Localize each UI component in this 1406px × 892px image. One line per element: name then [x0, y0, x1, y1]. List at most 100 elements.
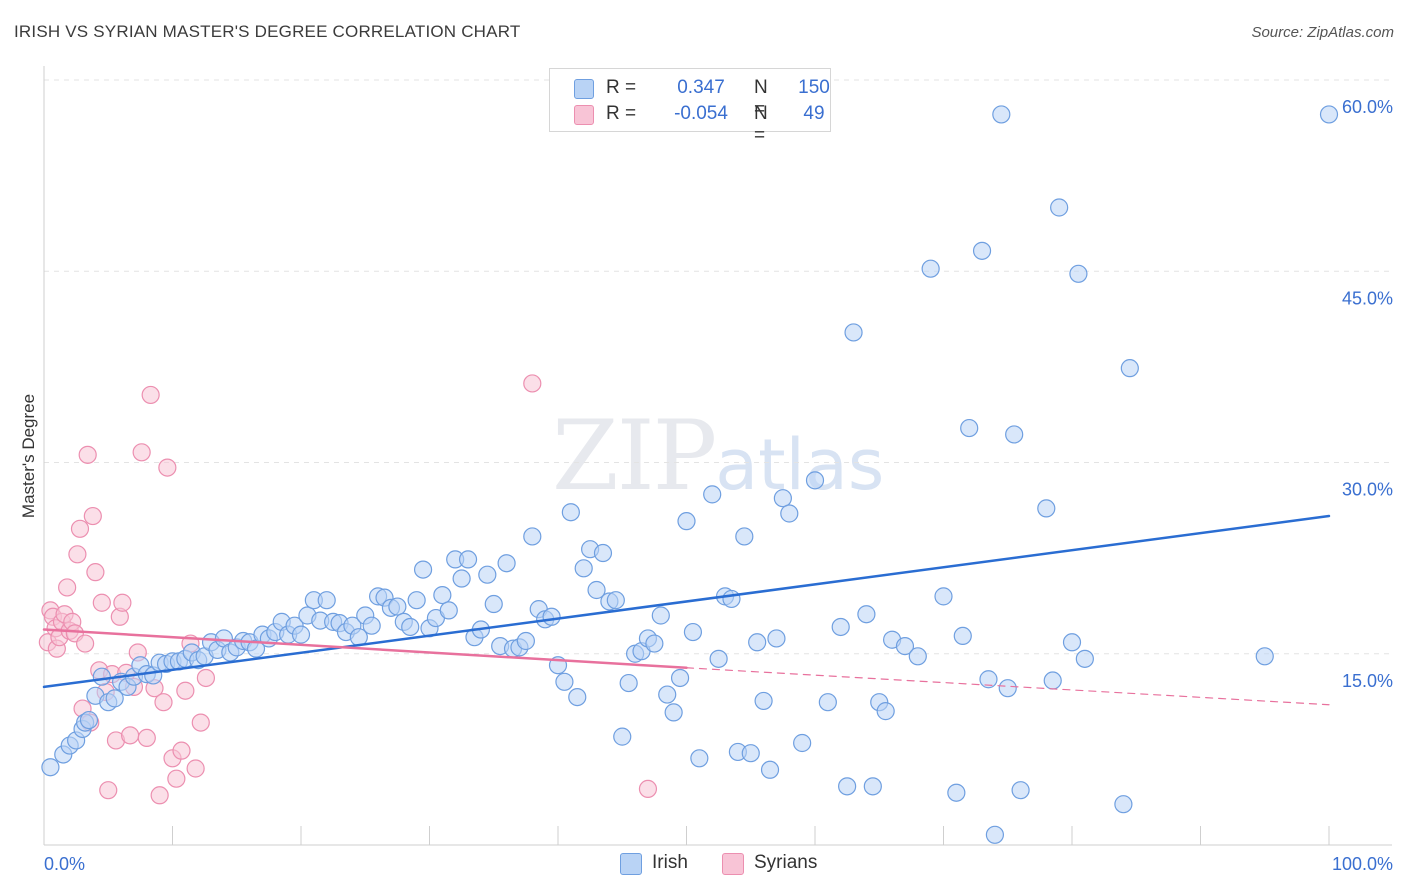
irish-point-80[interactable] — [555, 672, 574, 691]
irish-point-97[interactable] — [664, 703, 683, 722]
syrian-point-23[interactable] — [99, 781, 118, 800]
irish-point-116[interactable] — [805, 471, 825, 490]
irish-point-115[interactable] — [793, 733, 812, 753]
irish-point-95[interactable] — [651, 606, 670, 625]
irish-point-122[interactable] — [863, 777, 882, 796]
irish-point-131[interactable] — [953, 626, 972, 646]
syrian-point-21[interactable] — [92, 593, 111, 612]
irish-point-85[interactable] — [587, 580, 606, 600]
syrian-point-37[interactable] — [154, 693, 173, 712]
irish-point-99[interactable] — [677, 512, 696, 531]
irish-point-143[interactable] — [1062, 633, 1082, 652]
irish-point-71[interactable] — [497, 554, 516, 573]
irish-point-88[interactable] — [606, 591, 625, 610]
syrian-point-13[interactable] — [70, 519, 90, 538]
irish-point-111[interactable] — [760, 760, 780, 779]
irish-point-39[interactable] — [291, 625, 311, 644]
irish-point-69[interactable] — [484, 594, 503, 614]
irish-point-147[interactable] — [1120, 359, 1139, 378]
irish-point-144[interactable] — [1069, 264, 1088, 283]
irish-point-126[interactable] — [895, 636, 915, 656]
irish-point-141[interactable] — [1043, 671, 1062, 690]
irish-point-146[interactable] — [1114, 795, 1133, 814]
irish-point-114[interactable] — [780, 504, 799, 523]
irish-point-58[interactable] — [413, 560, 433, 579]
syrian-point-44[interactable] — [186, 759, 205, 778]
syrian-point-33[interactable] — [137, 728, 156, 748]
irish-point-113[interactable] — [773, 489, 792, 508]
irish-point-82[interactable] — [568, 687, 587, 707]
irish-point-8[interactable] — [92, 667, 111, 686]
syrian-point-32[interactable] — [132, 443, 151, 462]
irish-point-105[interactable] — [722, 589, 741, 609]
irish-point-109[interactable] — [748, 633, 767, 652]
irish-point-132[interactable] — [960, 418, 979, 438]
syrian-point-38[interactable] — [158, 458, 177, 477]
syrian-point-47[interactable] — [523, 374, 542, 393]
irish-point-68[interactable] — [478, 565, 497, 584]
syrian-point-42[interactable] — [176, 681, 195, 700]
syrian-point-18[interactable] — [83, 506, 102, 526]
irish-point-62[interactable] — [439, 601, 458, 620]
irish-point-89[interactable] — [613, 727, 632, 746]
syrian-point-29[interactable] — [120, 726, 140, 745]
syrian-point-45[interactable] — [191, 713, 210, 732]
irish-point-130[interactable] — [947, 783, 966, 802]
irish-point-103[interactable] — [709, 649, 728, 668]
irish-point-100[interactable] — [683, 622, 703, 642]
irish-point-90[interactable] — [619, 673, 638, 693]
irish-point-142[interactable] — [1050, 198, 1069, 217]
syrian-point-41[interactable] — [172, 741, 191, 760]
irish-point-112[interactable] — [767, 629, 786, 648]
irish-point-75[interactable] — [523, 527, 542, 546]
irish-point-124[interactable] — [876, 702, 895, 721]
irish-point-128[interactable] — [921, 259, 940, 278]
irish-point-64[interactable] — [452, 569, 471, 588]
irish-point-108[interactable] — [741, 744, 760, 763]
syrian-point-48[interactable] — [638, 779, 658, 799]
syrian-point-16[interactable] — [78, 445, 97, 464]
irish-point-118[interactable] — [831, 617, 850, 637]
syrian-point-36[interactable] — [150, 786, 169, 805]
irish-point-54[interactable] — [388, 597, 407, 616]
irish-point-140[interactable] — [1037, 499, 1056, 518]
syrian-point-46[interactable] — [196, 668, 216, 688]
irish-point-74[interactable] — [516, 631, 535, 651]
syrian-point-15[interactable] — [76, 634, 95, 653]
irish-point-117[interactable] — [818, 693, 837, 712]
irish-point-94[interactable] — [645, 634, 664, 653]
irish-point-98[interactable] — [670, 668, 690, 688]
irish-point-110[interactable] — [754, 691, 773, 711]
syrian-point-19[interactable] — [86, 563, 105, 582]
syrian-point-12[interactable] — [68, 545, 87, 564]
syrian-point-34[interactable] — [141, 385, 160, 405]
irish-point-0[interactable] — [41, 758, 60, 777]
irish-point-139[interactable] — [1011, 781, 1030, 800]
irish-point-145[interactable] — [1075, 649, 1094, 668]
irish-point-81[interactable] — [561, 503, 580, 522]
irish-point-137[interactable] — [998, 679, 1017, 698]
irish-point-65[interactable] — [458, 550, 478, 569]
irish-point-102[interactable] — [703, 485, 722, 504]
irish-point-61[interactable] — [433, 585, 452, 605]
irish-point-148[interactable] — [1255, 647, 1274, 666]
irish-point-129[interactable] — [934, 587, 953, 606]
irish-point-120[interactable] — [844, 323, 863, 342]
syrian-point-27[interactable] — [113, 593, 132, 612]
irish-point-119[interactable] — [838, 777, 857, 796]
irish-point-133[interactable] — [972, 241, 992, 260]
irish-point-10[interactable] — [105, 689, 124, 708]
irish-point-138[interactable] — [1005, 425, 1024, 444]
irish-point-96[interactable] — [658, 685, 677, 704]
irish-point-134[interactable] — [979, 670, 998, 689]
irish-point-101[interactable] — [690, 749, 709, 768]
irish-point-6[interactable] — [79, 710, 99, 730]
irish-point-121[interactable] — [857, 605, 876, 624]
irish-point-43[interactable] — [317, 591, 336, 610]
irish-point-83[interactable] — [574, 559, 593, 578]
syrian-point-40[interactable] — [167, 769, 186, 788]
irish-point-136[interactable] — [992, 105, 1011, 124]
irish-point-127[interactable] — [908, 647, 927, 666]
irish-point-56[interactable] — [401, 617, 420, 637]
irish-point-135[interactable] — [985, 825, 1005, 844]
